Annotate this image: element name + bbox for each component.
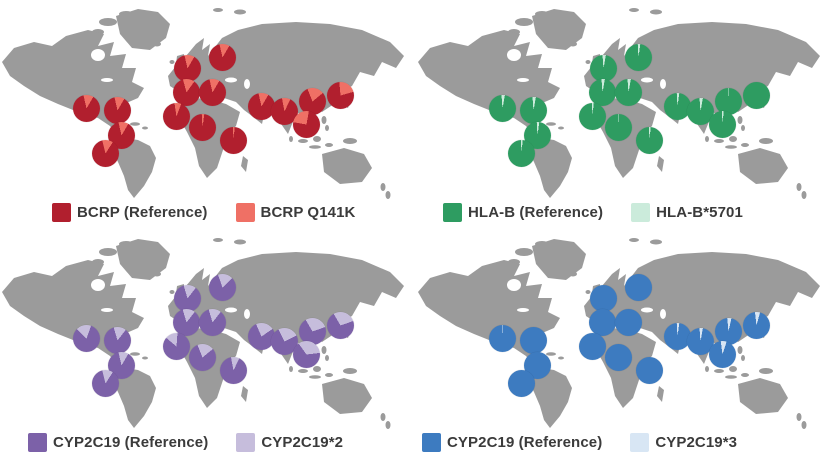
pie-east-asia — [298, 317, 326, 345]
legend-label-reference: HLA-B (Reference) — [468, 204, 604, 221]
legend-label-variant: CYP2C19*3 — [655, 434, 738, 451]
pie-eastern-europe — [198, 78, 226, 106]
legend-swatch-reference — [443, 203, 462, 222]
pie-western-europe — [172, 78, 200, 106]
legend-swatch-reference — [422, 433, 441, 452]
pie-western-europe — [172, 308, 200, 336]
pie-north-america-west — [72, 94, 100, 122]
legend-label-reference: CYP2C19 (Reference) — [53, 434, 209, 451]
pie-central-africa — [635, 126, 663, 154]
pie-north-america-west — [488, 94, 516, 122]
panel-cyp2c19-star2: CYP2C19 (Reference) CYP2C19*2 — [0, 230, 416, 460]
pie-north-central-africa — [604, 343, 632, 371]
legend-swatch-variant — [236, 433, 256, 452]
pie-layer — [0, 0, 416, 230]
legend-label-reference: BCRP (Reference) — [77, 204, 208, 221]
pie-british-isles — [173, 54, 201, 82]
pie-british-isles — [589, 54, 617, 82]
pie-east-asia — [714, 317, 742, 345]
pie-layer — [416, 230, 832, 460]
pie-north-central-africa — [188, 113, 216, 141]
pie-north-central-africa — [188, 343, 216, 371]
legend-swatch-variant — [630, 433, 650, 452]
pie-southeast-asia — [292, 110, 320, 138]
pie-layer — [416, 0, 832, 230]
pie-scandinavia — [624, 43, 652, 71]
pie-middle-east — [247, 322, 275, 350]
pie-south-america — [507, 369, 535, 397]
legend: CYP2C19 (Reference) CYP2C19*3 — [422, 433, 737, 452]
legend-swatch-variant — [235, 203, 255, 222]
pie-japan — [326, 81, 354, 109]
pie-south-america — [507, 139, 535, 167]
pie-eastern-europe — [614, 308, 642, 336]
pie-north-america-west — [72, 324, 100, 352]
pie-scandinavia — [624, 273, 652, 301]
pie-british-isles — [589, 284, 617, 312]
pie-japan — [742, 81, 770, 109]
pie-middle-east — [663, 322, 691, 350]
pie-north-america-east — [519, 96, 547, 124]
pie-east-asia — [714, 87, 742, 115]
pie-north-america-east — [103, 96, 131, 124]
pie-north-america-east — [103, 326, 131, 354]
panel-hla-b: HLA-B (Reference) HLA-B*5701 — [416, 0, 832, 230]
pie-north-america-east — [519, 326, 547, 354]
pie-north-central-africa — [604, 113, 632, 141]
pie-southeast-asia — [708, 110, 736, 138]
legend-label-variant: HLA-B*5701 — [656, 204, 743, 221]
pie-japan — [326, 311, 354, 339]
legend-swatch-reference — [28, 433, 47, 452]
legend-swatch-variant — [631, 203, 651, 222]
pie-southeast-asia — [292, 340, 320, 368]
pie-scandinavia — [208, 273, 236, 301]
pie-middle-east — [663, 92, 691, 120]
pie-eastern-europe — [198, 308, 226, 336]
pie-eastern-europe — [614, 78, 642, 106]
pie-western-europe — [588, 78, 616, 106]
panel-cyp2c19-star3: CYP2C19 (Reference) CYP2C19*3 — [416, 230, 832, 460]
pie-western-europe — [588, 308, 616, 336]
pie-layer — [0, 230, 416, 460]
pie-west-africa — [578, 102, 606, 130]
pie-middle-east — [247, 92, 275, 120]
legend: CYP2C19 (Reference) CYP2C19*2 — [28, 433, 343, 452]
pie-central-africa — [635, 356, 663, 384]
legend-label-reference: CYP2C19 (Reference) — [447, 434, 603, 451]
legend-label-variant: CYP2C19*2 — [261, 434, 344, 451]
pie-central-africa — [219, 356, 247, 384]
pie-west-africa — [162, 102, 190, 130]
legend-swatch-reference — [52, 203, 71, 222]
legend: BCRP (Reference) BCRP Q141K — [52, 203, 355, 222]
pie-west-africa — [162, 332, 190, 360]
pie-central-africa — [219, 126, 247, 154]
pie-scandinavia — [208, 43, 236, 71]
legend: HLA-B (Reference) HLA-B*5701 — [443, 203, 743, 222]
pie-west-africa — [578, 332, 606, 360]
pie-north-america-west — [488, 324, 516, 352]
legend-label-variant: BCRP Q141K — [260, 204, 356, 221]
pie-japan — [742, 311, 770, 339]
pie-southeast-asia — [708, 340, 736, 368]
pie-east-asia — [298, 87, 326, 115]
pie-british-isles — [173, 284, 201, 312]
panel-bcrp: BCRP (Reference) BCRP Q141K — [0, 0, 416, 230]
pie-south-america — [91, 369, 119, 397]
pie-south-america — [91, 139, 119, 167]
